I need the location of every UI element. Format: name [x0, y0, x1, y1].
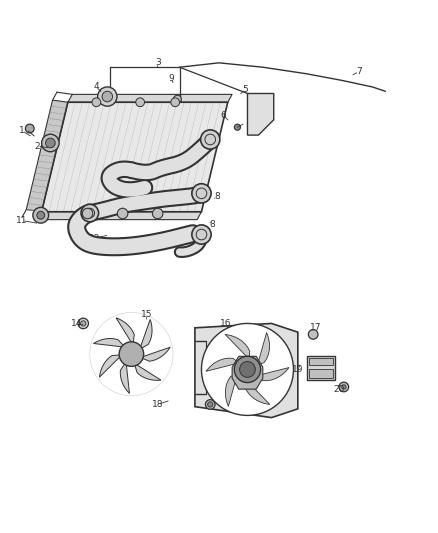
Text: 2: 2	[35, 142, 40, 150]
Polygon shape	[37, 212, 201, 220]
Polygon shape	[99, 355, 120, 377]
Polygon shape	[195, 324, 298, 418]
Circle shape	[25, 124, 34, 133]
Circle shape	[37, 211, 45, 219]
Polygon shape	[93, 338, 124, 347]
Circle shape	[308, 329, 318, 339]
Circle shape	[152, 208, 163, 219]
Polygon shape	[258, 333, 269, 365]
Circle shape	[98, 87, 117, 106]
Bar	[307, 356, 335, 381]
Text: 12: 12	[88, 233, 100, 243]
Circle shape	[102, 91, 113, 102]
Circle shape	[81, 204, 99, 222]
Circle shape	[192, 225, 211, 244]
Polygon shape	[225, 334, 250, 357]
Circle shape	[117, 208, 128, 219]
Text: 7: 7	[356, 67, 362, 76]
Circle shape	[81, 321, 86, 326]
Polygon shape	[206, 358, 238, 372]
Polygon shape	[226, 374, 237, 406]
Circle shape	[234, 356, 261, 383]
Polygon shape	[26, 100, 68, 212]
Polygon shape	[68, 94, 232, 102]
Polygon shape	[42, 102, 228, 212]
Text: 20: 20	[334, 385, 345, 394]
Circle shape	[342, 385, 346, 389]
Polygon shape	[232, 356, 263, 389]
Text: 3: 3	[155, 58, 161, 67]
Circle shape	[92, 98, 101, 107]
Circle shape	[82, 208, 93, 219]
Polygon shape	[120, 363, 130, 393]
Text: 10: 10	[124, 168, 135, 177]
Text: 8: 8	[78, 233, 84, 243]
Text: 8: 8	[214, 192, 220, 201]
Circle shape	[173, 95, 181, 103]
Circle shape	[201, 130, 220, 149]
Circle shape	[119, 342, 144, 366]
Circle shape	[192, 184, 211, 203]
Text: 13: 13	[194, 229, 205, 238]
Text: 6: 6	[220, 111, 226, 120]
Circle shape	[201, 324, 293, 415]
Text: 18: 18	[152, 400, 163, 409]
Circle shape	[33, 207, 49, 223]
Polygon shape	[247, 93, 274, 135]
Polygon shape	[141, 347, 170, 361]
Text: 14: 14	[71, 319, 82, 328]
Text: 11: 11	[16, 216, 28, 225]
Polygon shape	[245, 382, 270, 405]
Circle shape	[171, 98, 180, 107]
Text: 8: 8	[209, 220, 215, 229]
Polygon shape	[257, 368, 289, 381]
Circle shape	[234, 124, 240, 130]
Text: 16: 16	[220, 319, 231, 328]
Text: 4: 4	[94, 83, 99, 92]
Text: 19: 19	[292, 365, 304, 374]
Circle shape	[205, 400, 215, 409]
Polygon shape	[140, 319, 152, 349]
Text: 5: 5	[242, 85, 248, 94]
Polygon shape	[116, 318, 134, 343]
Text: 8: 8	[157, 166, 163, 175]
Text: 1: 1	[19, 126, 25, 135]
Circle shape	[208, 402, 213, 407]
Circle shape	[339, 382, 349, 392]
Polygon shape	[134, 364, 161, 381]
Circle shape	[240, 361, 255, 377]
Bar	[309, 359, 333, 365]
Circle shape	[136, 98, 145, 107]
Bar	[309, 368, 333, 378]
Text: 9: 9	[168, 74, 174, 83]
Circle shape	[42, 134, 59, 152]
Circle shape	[78, 318, 88, 329]
Text: 17: 17	[310, 324, 321, 332]
Text: 15: 15	[141, 310, 152, 319]
Circle shape	[46, 138, 55, 148]
